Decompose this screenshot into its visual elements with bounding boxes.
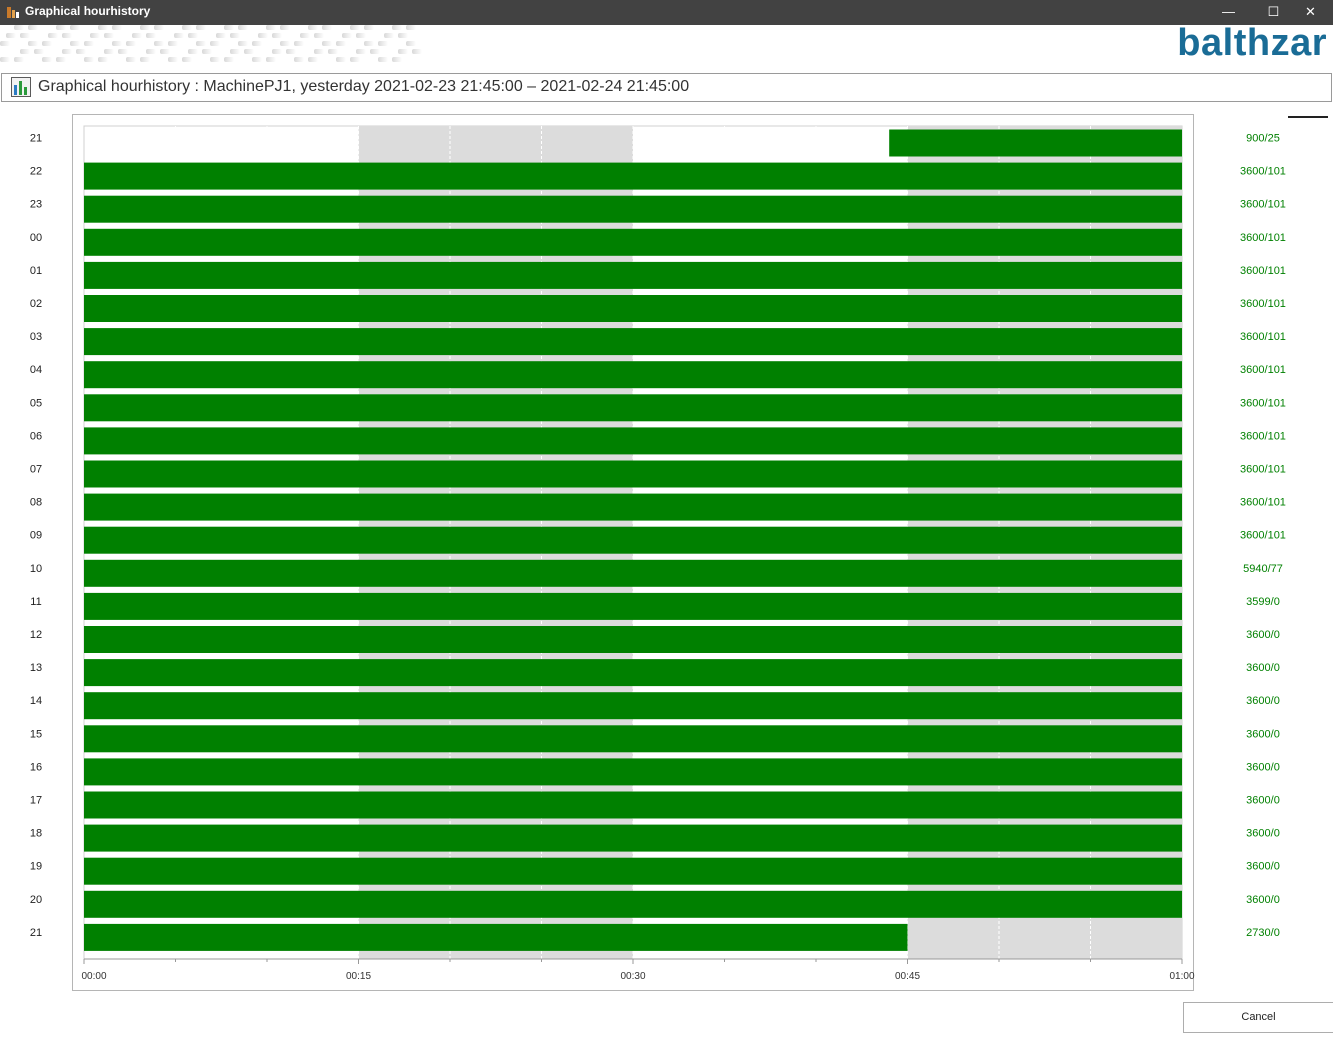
bar-16-19 [84,758,1182,786]
hour-label: 03 [30,331,42,343]
hour-label: 16 [30,761,42,773]
bar-06-9 [84,427,1182,455]
hour-label: 14 [30,695,42,707]
window-title: Graphical hourhistory [25,4,151,18]
hour-label: 21 [30,927,42,939]
minimize-icon: — [1222,4,1235,19]
x-tick-label: 00:15 [346,971,371,982]
bar-13-16 [84,659,1182,687]
hour-label: 12 [30,629,42,641]
bar-04-7 [84,361,1182,389]
row-value-label: 3600/101 [1240,464,1286,476]
hour-label: 13 [30,662,42,674]
hour-label: 07 [30,464,42,476]
divider-mark [1288,116,1328,118]
bar-19-22 [84,857,1182,885]
bar-23-2 [84,195,1182,223]
hour-label: 01 [30,265,42,277]
bar-08-11 [84,493,1182,521]
hour-label: 20 [30,894,42,906]
row-value-label: 3600/0 [1246,662,1280,674]
row-value-label: 3600/101 [1240,166,1286,178]
row-value-label: 3600/101 [1240,397,1286,409]
row-value-label: 3600/0 [1246,861,1280,873]
row-value-label: 3600/0 [1246,761,1280,773]
hour-label: 02 [30,298,42,310]
row-value-label: 5940/77 [1243,563,1283,575]
bar-14-17 [84,692,1182,720]
hour-label: 04 [30,364,42,376]
banner-pattern [0,25,422,62]
hour-label: 00 [30,232,42,244]
hour-label: 05 [30,397,42,409]
row-value-label: 3600/0 [1246,828,1280,840]
bar-21-24 [84,923,908,951]
row-value-label: 3599/0 [1246,596,1280,608]
row-value-label: 2730/0 [1246,927,1280,939]
bar-05-8 [84,394,1182,422]
hour-label: 08 [30,497,42,509]
minimize-button[interactable]: — [1206,0,1251,25]
row-value-label: 3600/101 [1240,530,1286,542]
x-tick-label: 00:30 [620,971,645,982]
row-value-label: 3600/0 [1246,629,1280,641]
bar-07-10 [84,460,1182,488]
bar-01-4 [84,261,1182,289]
bar-18-21 [84,824,1182,852]
row-value-label: 3600/101 [1240,364,1286,376]
hour-history-chart: 21 900/25 22 3600/101 23 3600/101 00 3600/101 01… [30,125,1286,982]
title-bar[interactable]: Graphical hourhistory — ☐ ✕ [0,0,1333,25]
row-value-label: 3600/101 [1240,298,1286,310]
x-tick-label: 00:45 [895,971,920,982]
bar-12-15 [84,626,1182,653]
row-value-label: 3600/0 [1246,795,1280,807]
row-value-label: 3600/0 [1246,728,1280,740]
bar-20-23 [84,890,1182,918]
bar-21-0 [889,129,1182,157]
row-value-label: 3600/0 [1246,695,1280,707]
bar-00-3 [84,228,1182,256]
bar-10-13 [84,559,1182,587]
hour-label: 18 [30,828,42,840]
bar-17-20 [84,791,1182,819]
bar-22-1 [84,162,1182,190]
page-title: Graphical hourhistory : MachinePJ1, yest… [38,78,690,95]
hour-label: 09 [30,530,42,542]
maximize-button[interactable]: ☐ [1251,0,1296,25]
x-tick-label: 01:00 [1169,971,1194,982]
hour-label: 15 [30,728,42,740]
row-value-label: 3600/0 [1246,894,1280,906]
brand-banner: balthzar [0,22,1333,71]
row-value-label: 3600/101 [1240,331,1286,343]
close-icon: ✕ [1305,4,1316,19]
bar-09-12 [84,526,1182,554]
hour-label: 11 [30,596,41,608]
app-icon [7,7,19,18]
row-value-label: 3600/101 [1240,199,1286,211]
hour-label: 06 [30,430,42,442]
row-value-label: 900/25 [1246,133,1280,145]
row-value-label: 3600/101 [1240,265,1286,277]
brand-logo: balthzar [1177,22,1327,64]
bar-15-18 [84,725,1182,753]
row-value-label: 3600/101 [1240,430,1286,442]
hour-label: 19 [30,861,42,873]
bar-02-5 [84,295,1182,322]
bar-11-14 [84,592,1182,620]
hour-label: 10 [30,563,42,575]
close-button[interactable]: ✕ [1288,0,1333,25]
bar-chart-icon [11,77,31,97]
hour-label: 21 [30,133,42,145]
hour-label: 17 [30,795,42,807]
row-value-label: 3600/101 [1240,232,1286,244]
bar-03-6 [84,328,1182,356]
maximize-icon: ☐ [1267,4,1280,19]
x-tick-label: 00:00 [81,971,106,982]
row-value-label: 3600/101 [1240,497,1286,509]
hour-label: 23 [30,199,42,211]
hour-label: 22 [30,166,42,178]
cancel-button[interactable]: Cancel [1183,1002,1333,1033]
page-header: Graphical hourhistory : MachinePJ1, yest… [1,73,1332,102]
